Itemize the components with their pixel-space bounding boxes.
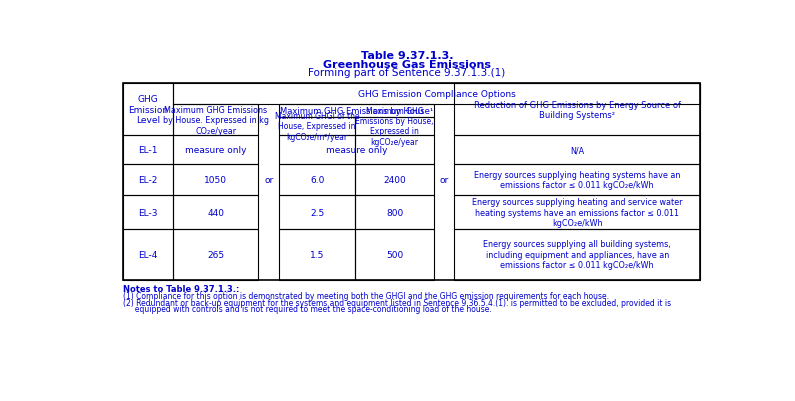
Text: EL-1: EL-1: [138, 146, 157, 155]
Text: or: or: [440, 176, 449, 185]
Text: 265: 265: [207, 250, 224, 259]
Text: 440: 440: [207, 208, 224, 217]
Text: EL-4: EL-4: [138, 250, 157, 259]
Bar: [173, 229, 258, 280]
Text: Greenhouse Gas Emissions: Greenhouse Gas Emissions: [323, 60, 491, 70]
Text: Notes to Table 9.37.1.3.:: Notes to Table 9.37.1.3.:: [122, 284, 239, 293]
Text: 6.0: 6.0: [310, 176, 324, 185]
Bar: [122, 136, 173, 165]
Text: Table 9.37.1.3.: Table 9.37.1.3.: [361, 51, 453, 61]
Bar: [279, 229, 355, 280]
Bar: [122, 84, 173, 136]
Text: N/A: N/A: [570, 146, 584, 155]
Text: (2) Redundant or back-up equipment for the systems and equipment listed in Sente: (2) Redundant or back-up equipment for t…: [122, 298, 671, 308]
Text: Maximum GHG Emissions by House¹: Maximum GHG Emissions by House¹: [280, 107, 433, 115]
Bar: [454, 84, 700, 136]
Text: Reduction of GHG Emissions by Energy Source of
Building Systems²: Reduction of GHG Emissions by Energy Sou…: [474, 100, 681, 119]
Bar: [355, 196, 434, 229]
Bar: [173, 196, 258, 229]
Text: GHG
Emission
Level: GHG Emission Level: [128, 95, 168, 125]
Text: Energy sources supplying heating and service water
heating systems have an emiss: Energy sources supplying heating and ser…: [472, 198, 682, 227]
Bar: [279, 117, 355, 136]
Text: measure only: measure only: [326, 146, 387, 155]
Bar: [454, 136, 700, 165]
Text: (1) Compliance for this option is demonstrated by meeting both the GHGI and the : (1) Compliance for this option is demons…: [122, 292, 609, 301]
Bar: [122, 165, 173, 196]
Text: Forming part of Sentence 9.37.1.3.(1): Forming part of Sentence 9.37.1.3.(1): [308, 68, 506, 78]
Text: 2400: 2400: [383, 176, 406, 185]
Text: Maximum GHG Emissions
by House. Expressed in kg
CO₂e/year: Maximum GHG Emissions by House. Expresse…: [163, 105, 269, 135]
Text: Energy sources supplying all building systems,
including equipment and appliance: Energy sources supplying all building sy…: [483, 240, 671, 269]
Bar: [279, 105, 434, 117]
Bar: [454, 229, 700, 280]
Bar: [279, 136, 355, 165]
Bar: [122, 196, 173, 229]
Text: Maximum GHGI of the
House, Expressed in
kgCO₂e/m²/year: Maximum GHGI of the House, Expressed in …: [275, 111, 359, 141]
Bar: [279, 196, 355, 229]
Bar: [279, 165, 355, 196]
Text: Energy sources supplying heating systems have an
emissions factor ≤ 0.011 kgCO₂e: Energy sources supplying heating systems…: [474, 170, 681, 190]
Bar: [122, 84, 700, 280]
Bar: [355, 136, 434, 165]
Text: equipped with controls and is not required to meet the space-conditioning load o: equipped with controls and is not requir…: [122, 305, 491, 314]
Text: 2.5: 2.5: [310, 208, 324, 217]
Text: 500: 500: [386, 250, 403, 259]
Bar: [454, 196, 700, 229]
Bar: [355, 117, 434, 136]
Bar: [454, 165, 700, 196]
Text: EL-2: EL-2: [138, 176, 157, 185]
Bar: [173, 136, 258, 165]
Bar: [355, 165, 434, 196]
Text: Maximum GHG
Emissions by House,
Expressed in
kgCO₂e/year: Maximum GHG Emissions by House, Expresse…: [355, 106, 434, 146]
Text: EL-3: EL-3: [138, 208, 157, 217]
Text: 800: 800: [386, 208, 403, 217]
Text: GHG Emission Compliance Options: GHG Emission Compliance Options: [358, 90, 515, 99]
Text: measure only: measure only: [185, 146, 246, 155]
Bar: [122, 229, 173, 280]
Bar: [173, 105, 258, 136]
Bar: [173, 84, 700, 105]
Text: or: or: [264, 176, 273, 185]
Text: 1.5: 1.5: [310, 250, 324, 259]
Bar: [173, 165, 258, 196]
Text: 1050: 1050: [204, 176, 227, 185]
Bar: [355, 229, 434, 280]
